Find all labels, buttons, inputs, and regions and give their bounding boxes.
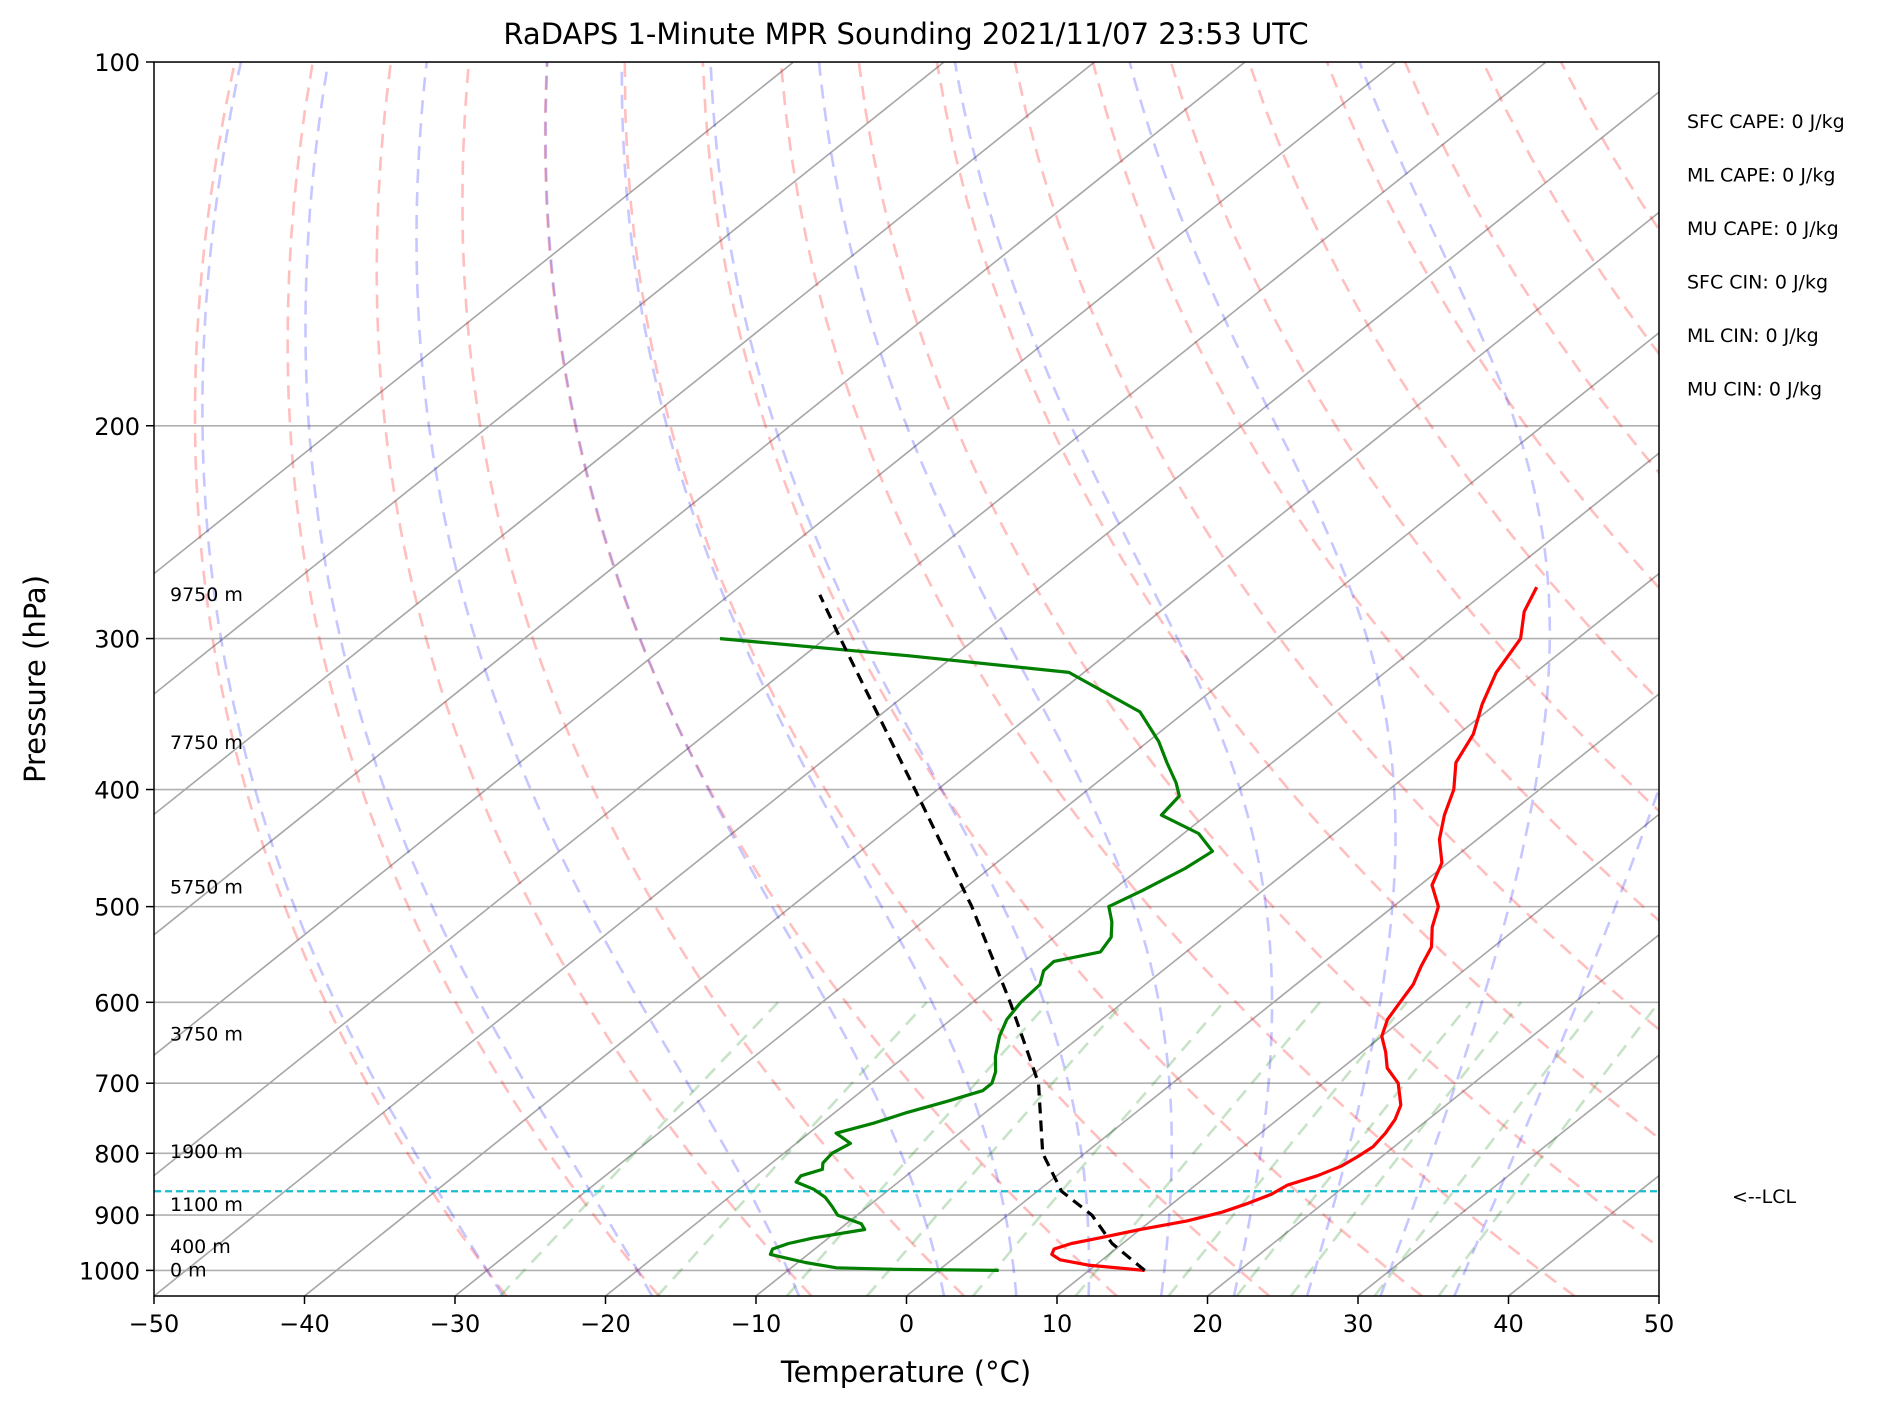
y-tick-label: 500 — [94, 894, 140, 922]
isotherm-line — [154, 62, 1095, 816]
y-tick-label: 1000 — [79, 1257, 140, 1285]
index-text: ML CIN: 0 J/kg — [1687, 325, 1819, 347]
moist-adiabat-line — [620, 62, 1018, 1296]
dry-adiabat-line — [1013, 62, 1659, 1032]
dewpoint-profile-line — [719, 637, 1215, 1272]
mixing-ratio-line — [499, 1001, 779, 1296]
y-tick-label: 200 — [94, 413, 140, 441]
mixing-ratio-line — [1373, 1001, 1601, 1296]
y-tick-label: 600 — [94, 989, 140, 1017]
height-label: 5750 m — [170, 876, 243, 898]
height-label: 3750 m — [170, 1024, 243, 1046]
height-label: 9750 m — [170, 584, 243, 606]
y-axis-title: Pressure (hPa) — [18, 575, 52, 783]
height-label: 0 m — [170, 1259, 207, 1281]
isotherm-line — [154, 62, 945, 696]
isotherm-line — [1357, 1054, 1659, 1296]
isotherm-line — [454, 331, 1659, 1296]
mixing-ratio-line — [972, 1001, 1225, 1296]
isotherm-line — [605, 452, 1659, 1296]
dry-adiabat-line — [623, 62, 1271, 1296]
moist-adiabat-line — [415, 62, 801, 1296]
isotherm-line — [755, 572, 1659, 1296]
height-label: 7750 m — [170, 732, 243, 754]
mixing-ratio-line — [1437, 1001, 1659, 1296]
x-axis-title: Temperature (°C) — [780, 1355, 1031, 1389]
y-tick-label: 800 — [94, 1140, 140, 1168]
moist-adiabat-line — [201, 62, 505, 1296]
isotherm-line — [154, 62, 1246, 936]
isotherm-line — [154, 62, 1547, 1177]
mixing-ratio-line — [656, 1001, 928, 1296]
isotherm-line — [1056, 813, 1659, 1296]
moist-adiabat-line — [544, 62, 946, 1296]
chart-title: RaDAPS 1-Minute MPR Sounding 2021/11/07 … — [503, 17, 1308, 51]
x-tick-label: 20 — [1192, 1310, 1223, 1338]
dry-adiabat-line — [779, 62, 1576, 1296]
mixing-ratio-line — [1289, 1001, 1523, 1296]
y-tick-label: 400 — [94, 777, 140, 805]
grid-layer — [154, 62, 1659, 1296]
height-label: 1100 m — [170, 1194, 243, 1216]
isotherm-line — [304, 211, 1659, 1296]
height-label: 1900 m — [170, 1141, 243, 1163]
isotherm-line — [1207, 933, 1659, 1296]
plot-background — [154, 62, 1659, 1296]
mixing-ratio-line — [1074, 1001, 1321, 1296]
x-tick-label: 10 — [1042, 1310, 1073, 1338]
x-tick-label: 0 — [899, 1310, 914, 1338]
dry-adiabat-line — [1169, 62, 1659, 813]
moist-adiabat-line — [709, 62, 1091, 1296]
label-layer: 9750 m 7750 m 5750 m 3750 m 1900 m 1100 m 400 … — [170, 111, 1845, 1281]
dry-adiabat-line — [193, 62, 508, 1296]
temperature-profile-line — [1050, 586, 1539, 1272]
mixing-ratio-line — [785, 1001, 1050, 1296]
dry-adiabat-line — [857, 62, 1659, 1249]
dry-adiabat-line — [375, 62, 813, 1296]
index-text: ML CAPE: 0 J/kg — [1687, 165, 1835, 187]
y-tick-label: 300 — [94, 626, 140, 654]
index-text: SFC CIN: 0 J/kg — [1687, 272, 1828, 294]
data-layer — [154, 586, 1659, 1272]
moist-adiabat-line — [1358, 62, 1552, 1296]
lcl-label: <--LCL — [1732, 1186, 1796, 1208]
x-tick-label: −50 — [129, 1310, 180, 1338]
isotherm-line — [154, 62, 1396, 1057]
x-tick-label: 40 — [1493, 1310, 1524, 1338]
x-tick-label: 50 — [1644, 1310, 1675, 1338]
isotherm-line — [906, 692, 1659, 1296]
dry-adiabat-line — [701, 62, 1423, 1296]
isotherm-line — [154, 62, 794, 575]
dry-adiabat-line — [935, 62, 1659, 1140]
x-tick-label: 30 — [1343, 1310, 1374, 1338]
axis-layer: −50 −40 −30 −20 −10 0 10 20 30 40 50 100 200 300 400 50… — [79, 49, 1674, 1338]
mixing-ratio-line — [865, 1001, 1125, 1296]
dry-adiabat-line — [461, 62, 966, 1296]
mixing-ratio-line — [1167, 1001, 1408, 1296]
isotherm-line — [1658, 1294, 1659, 1296]
moist-adiabat-line — [304, 62, 654, 1296]
dry-adiabat-line — [1091, 62, 1659, 923]
parcel-profile-line — [818, 594, 1146, 1272]
moist-adiabat-line — [1128, 62, 1397, 1296]
dry-adiabat-line — [543, 62, 1118, 1296]
x-tick-label: −20 — [580, 1310, 631, 1338]
index-text: SFC CAPE: 0 J/kg — [1687, 111, 1845, 133]
y-tick-label: 100 — [94, 49, 140, 77]
moist-adiabat-line — [1453, 784, 1659, 1296]
isotherm-line — [154, 90, 1659, 1296]
dry-adiabat-line — [1325, 62, 1659, 590]
x-tick-label: −30 — [430, 1310, 481, 1338]
index-text: MU CIN: 0 J/kg — [1687, 379, 1822, 401]
height-label: 400 m — [170, 1236, 231, 1258]
x-tick-label: −10 — [731, 1310, 782, 1338]
y-tick-label: 900 — [94, 1202, 140, 1230]
moist-adiabat-line — [953, 62, 1274, 1296]
index-text: MU CAPE: 0 J/kg — [1687, 218, 1839, 240]
y-tick-label: 700 — [94, 1070, 140, 1098]
x-tick-label: −40 — [279, 1310, 330, 1338]
